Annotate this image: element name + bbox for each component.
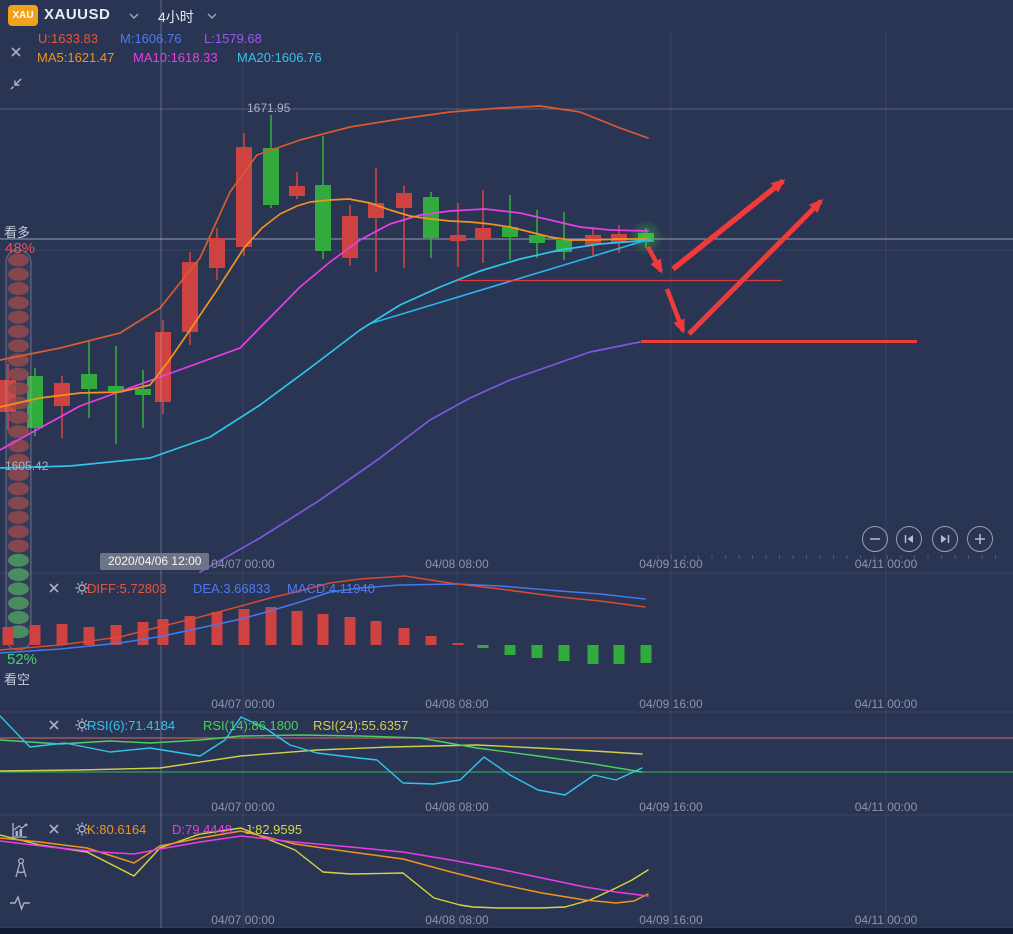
compass-tool-icon[interactable] — [12, 856, 30, 882]
rsi24-value: RSI(24):55.6357 — [313, 718, 409, 733]
time-axis-label: 04/09 16:00 — [639, 800, 703, 814]
time-axis-label: 04/09 16:00 — [639, 697, 703, 711]
bear-percent: 52% — [7, 651, 38, 668]
time-axis-label: 04/11 00:00 — [854, 697, 918, 711]
ma10-value: MA10:1618.33 — [133, 50, 218, 65]
bull-label: 看多 — [4, 225, 31, 240]
boll-middle-value: M:1606.76 — [120, 31, 182, 46]
kdj-j-value: J:82.9595 — [245, 822, 303, 837]
boll-lower-value: L:1579.68 — [204, 31, 262, 46]
time-axis-label: 04/08 08:00 — [425, 557, 489, 571]
gear-icon[interactable] — [74, 580, 90, 596]
macd-diff-value: DIFF:5.72803 — [87, 581, 167, 596]
time-axis-label: 04/11 00:00 — [854, 800, 918, 814]
time-axis-label: 04/07 00:00 — [211, 697, 275, 711]
symbol-badge: XAU — [8, 5, 38, 26]
close-icon[interactable] — [48, 719, 60, 731]
low-price-label: 1605.42 — [5, 459, 49, 473]
time-axis-label: 04/08 08:00 — [425, 913, 489, 927]
zoom-in-button[interactable] — [967, 526, 993, 552]
time-axis-label: 04/09 16:00 — [639, 913, 703, 927]
time-axis-label: 04/07 00:00 — [211, 913, 275, 927]
symbol-selector[interactable]: XAUUSD — [44, 6, 111, 23]
time-axis-label: 04/11 00:00 — [854, 557, 918, 571]
wave-tool-icon[interactable] — [9, 894, 31, 912]
macd-value: MACD:4.11940 — [287, 581, 375, 596]
timeframe-selector[interactable]: 4小时 — [158, 9, 194, 25]
skip-to-end-button[interactable] — [932, 526, 958, 552]
time-axis-label: 04/11 00:00 — [854, 913, 918, 927]
kdj-k-value: K:80.6164 — [87, 822, 147, 837]
candle-chart-tool-icon[interactable] — [10, 821, 30, 841]
time-axis-label: 04/07 00:00 — [211, 800, 275, 814]
skip-to-start-button[interactable] — [896, 526, 922, 552]
collapse-icon[interactable] — [8, 76, 24, 92]
close-icon[interactable] — [48, 823, 60, 835]
time-axis-label: 04/09 16:00 — [639, 557, 703, 571]
zoom-out-button[interactable] — [862, 526, 888, 552]
gear-icon[interactable] — [74, 821, 90, 837]
chevron-down-icon[interactable] — [207, 13, 217, 20]
time-axis-label: 04/08 08:00 — [425, 800, 489, 814]
kdj-d-value: D:79.4448 — [172, 822, 232, 837]
rsi14-value: RSI(14):86.1800 — [203, 718, 299, 733]
time-axis-label: 04/07 00:00 — [211, 557, 275, 571]
ma20-value: MA20:1606.76 — [237, 50, 322, 65]
high-price-label: 1671.95 — [247, 101, 291, 115]
close-icon[interactable] — [10, 46, 22, 58]
gear-icon[interactable] — [74, 717, 90, 733]
close-icon[interactable] — [48, 582, 60, 594]
bull-percent: 48% — [5, 240, 36, 257]
time-axis-label: 04/08 08:00 — [425, 697, 489, 711]
crosshair-time-tooltip: 2020/04/06 12:00 — [100, 553, 210, 570]
bear-label: 看空 — [4, 672, 31, 687]
ma5-value: MA5:1621.47 — [37, 50, 115, 65]
chevron-down-icon[interactable] — [129, 13, 139, 20]
boll-upper-value: U:1633.83 — [38, 31, 98, 46]
rsi6-value: RSI(6):71.4184 — [87, 718, 176, 733]
macd-dea-value: DEA:3.66833 — [193, 581, 271, 596]
